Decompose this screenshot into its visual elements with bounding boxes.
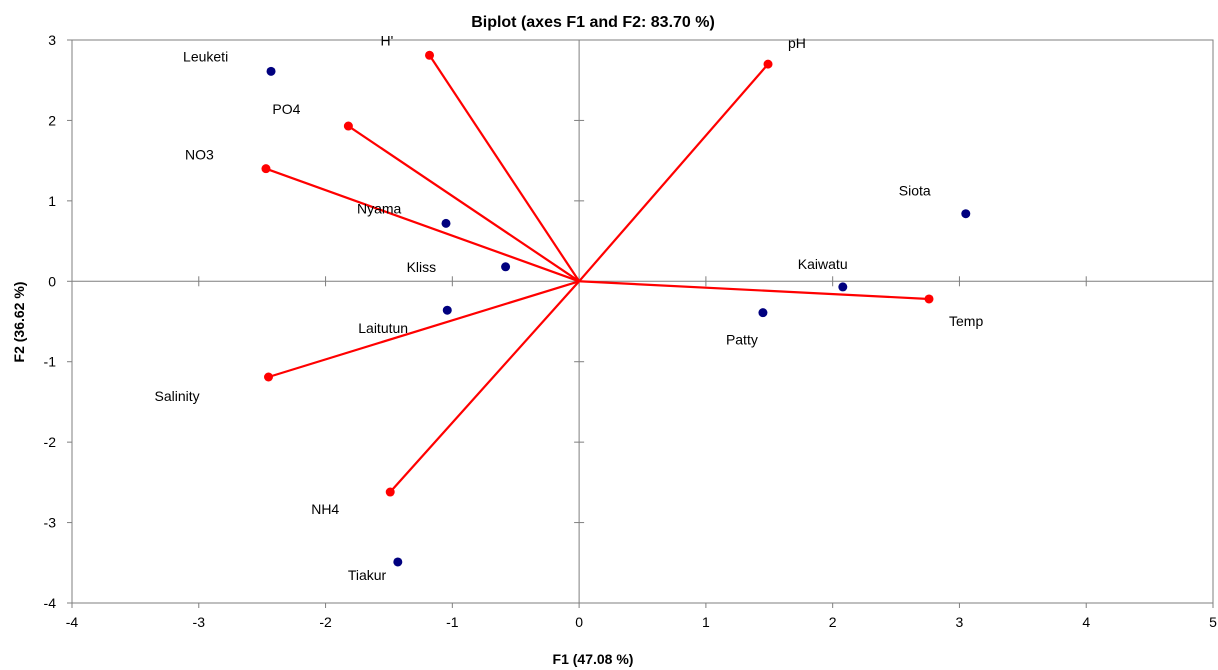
observation-point [758, 308, 768, 318]
x-tick-label: 5 [1209, 614, 1217, 630]
observation-label: Kaiwatu [798, 256, 848, 272]
variable-point [924, 294, 934, 304]
variable-vector [347, 125, 580, 283]
variable-label: NO3 [185, 147, 214, 163]
observation-label: Nyama [357, 200, 402, 216]
variable-label: Salinity [155, 388, 200, 404]
x-tick-label: -2 [319, 614, 332, 630]
variable-label: H' [381, 32, 394, 48]
plot-frame [71, 39, 1214, 604]
observation-point [393, 557, 403, 567]
axes-layer: -4 -3 -2 -1 0 1 2 3 4 5 -4 -3 -2 -1 0 1 2 3 [44, 32, 1218, 630]
variable-point [343, 121, 353, 131]
y-tick-label: 0 [48, 273, 56, 289]
observation-label: Tiakur [348, 567, 387, 583]
variable-vector [389, 280, 580, 493]
observation-label: Kliss [407, 259, 437, 275]
observation-point [441, 218, 451, 228]
y-tick-label: -4 [44, 595, 57, 611]
x-tick-label: 2 [829, 614, 837, 630]
variable-label: PO4 [272, 101, 300, 117]
y-tick-label: 2 [48, 112, 56, 128]
variable-vector [579, 280, 930, 301]
variable-vectors: H' pH PO4 NO3 Salinity NH4 Temp [155, 32, 984, 517]
variable-label: pH [788, 35, 806, 51]
variable-point [763, 59, 773, 69]
y-tick-label: 1 [48, 193, 56, 209]
observation-points: Leuketi Nyama Kliss Laitutun Tiakur Siota Kaiw… [183, 48, 971, 583]
observation-point [266, 66, 276, 76]
observation-point [961, 209, 971, 219]
variable-label: Temp [949, 313, 983, 329]
x-tick-label: -1 [446, 614, 459, 630]
variable-vector [428, 54, 581, 282]
observation-label: Patty [726, 332, 758, 348]
observation-point [501, 262, 511, 272]
x-tick-label: 3 [956, 614, 964, 630]
x-tick-label: -4 [66, 614, 79, 630]
y-axis-title: F2 (36.62 %) [11, 282, 27, 363]
y-tick-label: -1 [44, 354, 57, 370]
observation-point [838, 282, 848, 292]
variable-point [264, 372, 274, 382]
variable-vector [578, 63, 769, 283]
variable-vector [265, 167, 580, 283]
variable-label: NH4 [311, 501, 339, 517]
x-tick-label: 1 [702, 614, 710, 630]
observation-label: Leuketi [183, 48, 228, 64]
chart-title: Biplot (axes F1 and F2: 83.70 %) [471, 14, 715, 31]
variable-point [425, 50, 435, 60]
variable-vector [268, 280, 580, 379]
x-tick-label: -3 [193, 614, 206, 630]
observation-label: Siota [899, 183, 931, 199]
observation-label: Laitutun [358, 320, 408, 336]
y-tick-label: 3 [48, 32, 56, 48]
y-tick-label: -3 [44, 515, 57, 531]
observation-point [442, 305, 452, 315]
variable-point [385, 487, 395, 497]
x-tick-label: 4 [1082, 614, 1090, 630]
variable-point [261, 164, 271, 174]
x-tick-label: 0 [575, 614, 583, 630]
y-tick-label: -2 [44, 434, 57, 450]
x-axis-title: F1 (47.08 %) [553, 651, 634, 667]
